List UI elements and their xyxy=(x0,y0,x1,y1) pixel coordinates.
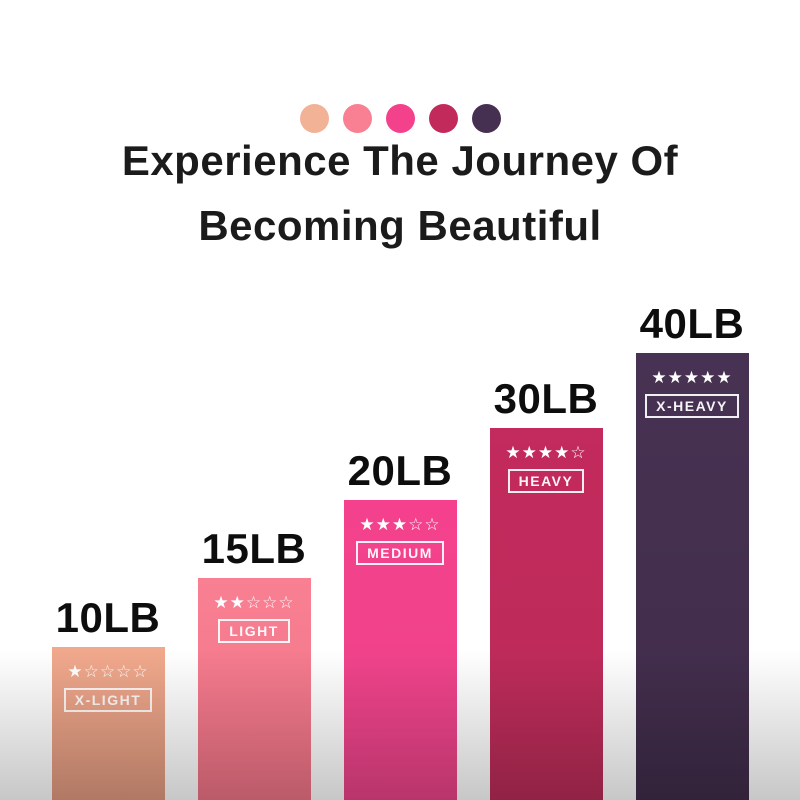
palette-dot-4 xyxy=(428,104,458,133)
star-rating: ★★☆☆☆ xyxy=(213,593,295,612)
tier-badge: X-HEAVY xyxy=(645,394,739,418)
resistance-bar: ★★☆☆☆ LIGHT xyxy=(197,578,311,800)
bar-column-15lb: 15LB ★★☆☆☆ LIGHT xyxy=(197,525,311,800)
palette-dots xyxy=(0,104,800,133)
resistance-bar: ★★★★☆ HEAVY xyxy=(489,428,603,800)
bar-column-30lb: 30LB ★★★★☆ HEAVY xyxy=(489,375,603,800)
weight-label: 30LB xyxy=(493,375,599,422)
weight-label: 15LB xyxy=(201,525,307,572)
weight-label: 10LB xyxy=(55,594,161,641)
palette-dot-1 xyxy=(299,104,329,133)
bar-column-20lb: 20LB ★★★☆☆ MEDIUM xyxy=(343,447,457,800)
tier-badge: LIGHT xyxy=(218,619,290,643)
tier-badge: HEAVY xyxy=(507,469,585,493)
palette-dot-2 xyxy=(342,104,372,133)
palette-dot-3 xyxy=(385,104,415,133)
title-line-1: Experience The Journey Of xyxy=(121,137,679,184)
resistance-bar: ★☆☆☆☆ X-LIGHT xyxy=(51,647,165,800)
palette-dot-5 xyxy=(471,104,501,133)
tier-badge: X-LIGHT xyxy=(63,688,153,712)
weight-label: 40LB xyxy=(639,300,745,347)
tier-badge: MEDIUM xyxy=(356,541,444,565)
bar-column-40lb: 40LB ★★★★★ X-HEAVY xyxy=(635,300,749,800)
resistance-bar: ★★★★★ X-HEAVY xyxy=(635,353,749,800)
resistance-bar: ★★★☆☆ MEDIUM xyxy=(343,500,457,800)
star-rating: ★☆☆☆☆ xyxy=(67,662,149,681)
weight-label: 20LB xyxy=(347,447,453,494)
star-rating: ★★★☆☆ xyxy=(359,515,441,534)
star-rating: ★★★★★ xyxy=(651,368,733,387)
star-rating: ★★★★☆ xyxy=(505,443,587,462)
page-title: Experience The Journey Of Becoming Beaut… xyxy=(0,128,800,258)
bar-column-10lb: 10LB ★☆☆☆☆ X-LIGHT xyxy=(51,594,165,800)
resistance-band-bar-chart: 10LB ★☆☆☆☆ X-LIGHT 15LB ★★☆☆☆ LIGHT 20LB… xyxy=(0,301,800,800)
title-line-2: Becoming Beautiful xyxy=(198,202,602,249)
